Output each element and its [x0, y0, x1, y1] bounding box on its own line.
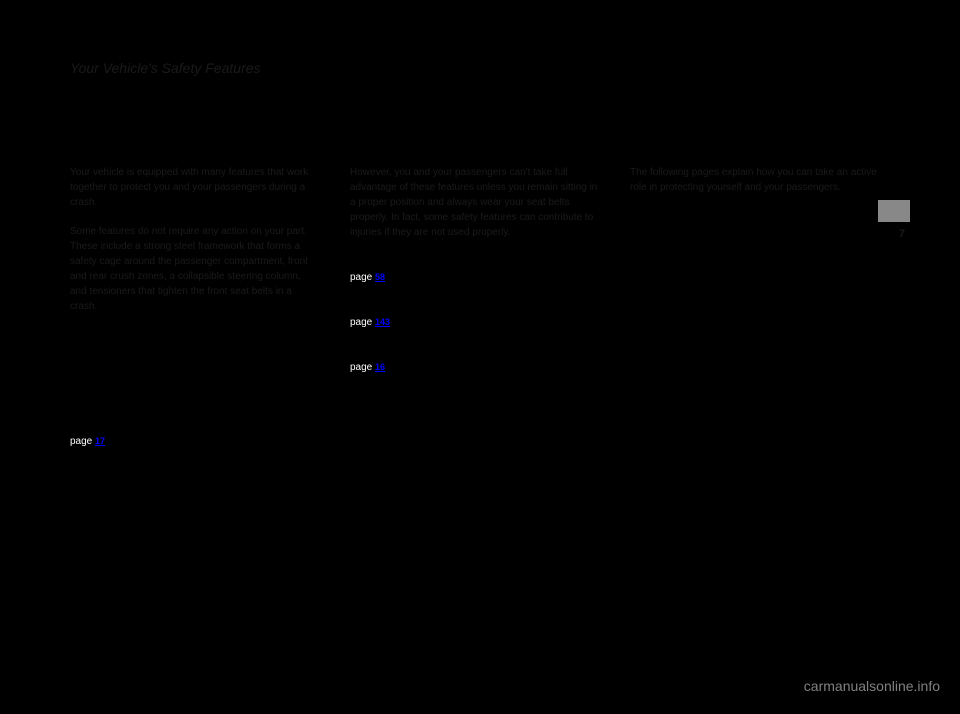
- link-row: page 17: [70, 434, 320, 449]
- page-link[interactable]: 16: [375, 362, 385, 372]
- column-right: The following pages explain how you can …: [630, 165, 880, 209]
- section-title: Your Vehicle's Safety Features: [70, 60, 260, 76]
- link-prefix: page: [350, 362, 375, 373]
- column-left: Your vehicle is equipped with many featu…: [70, 165, 320, 452]
- link-row: page 16: [350, 360, 600, 375]
- page-link[interactable]: 143: [375, 317, 390, 327]
- link-prefix: page: [350, 272, 375, 283]
- paragraph: However, you and your passengers can't t…: [350, 165, 600, 240]
- link-prefix: page: [350, 317, 375, 328]
- paragraph: The following pages explain how you can …: [630, 165, 880, 195]
- paragraph: Your vehicle is equipped with many featu…: [70, 165, 320, 210]
- page-content: Your vehicle is equipped with many featu…: [60, 75, 900, 654]
- link-row: page 143: [350, 315, 600, 330]
- link-row: page 58: [350, 270, 600, 285]
- page-link[interactable]: 17: [95, 436, 105, 446]
- watermark: carmanualsonline.info: [804, 678, 940, 694]
- paragraph: Some features do not require any action …: [70, 224, 320, 314]
- column-middle: However, you and your passengers can't t…: [350, 165, 600, 378]
- link-prefix: page: [70, 436, 95, 447]
- page-link[interactable]: 58: [375, 272, 385, 282]
